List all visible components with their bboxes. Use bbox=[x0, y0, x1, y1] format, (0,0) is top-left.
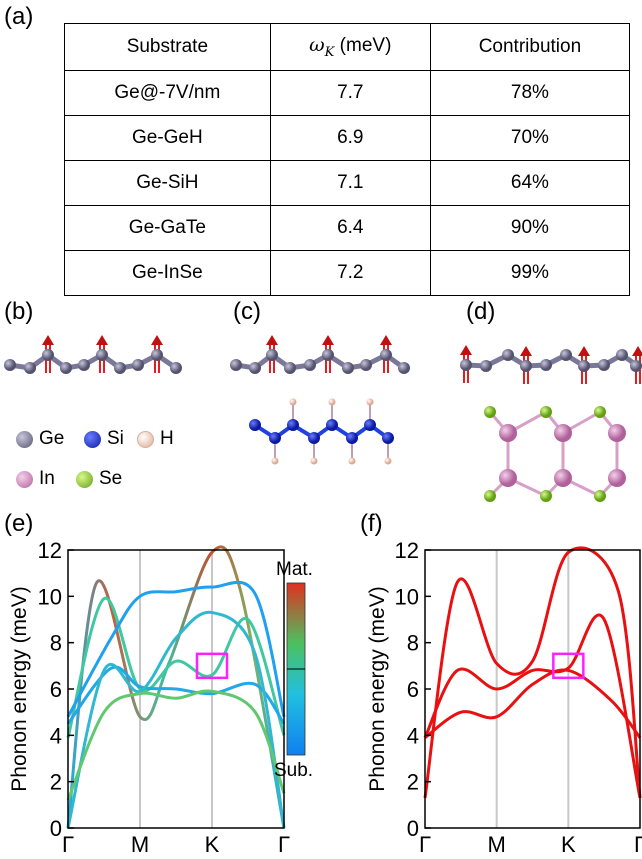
substrate-table: Substrate ωK (meV) Contribution Ge@-7V/n… bbox=[64, 23, 631, 296]
cell-substrate: Ge-GeH bbox=[64, 115, 271, 161]
cell-substrate: Ge-InSe bbox=[64, 250, 271, 296]
legend-se-label: Se bbox=[99, 468, 123, 489]
plot-e-highlight-box bbox=[195, 652, 229, 680]
h-dot-icon bbox=[137, 430, 154, 448]
ge-dot-icon bbox=[16, 430, 33, 448]
panel-label-a: (a) bbox=[4, 3, 34, 30]
plot-f-ytick-label: 8 bbox=[407, 631, 419, 656]
plot-e-band-line bbox=[66, 689, 286, 801]
legend-si-label: Si bbox=[107, 428, 124, 449]
legend-h: H bbox=[137, 428, 174, 450]
plot-f-ytick-label: 0 bbox=[407, 816, 419, 841]
plot-f-axes-frame bbox=[424, 549, 641, 829]
plot-e-band-line bbox=[66, 610, 286, 829]
plot-e-ytick-label: 2 bbox=[50, 770, 62, 795]
cell-omega: 7.2 bbox=[269, 250, 431, 296]
cell-substrate: Ge@-7V/nm bbox=[64, 70, 271, 116]
table-row: Ge-SiH 7.1 64% bbox=[64, 160, 631, 206]
plot-e-band-line bbox=[66, 665, 286, 725]
legend-se: Se bbox=[76, 468, 122, 490]
plot-e-ytick-label: 8 bbox=[50, 631, 62, 656]
plot-e-band-line bbox=[66, 597, 286, 739]
si-dot-icon bbox=[84, 430, 101, 448]
plot-f-xtick-label: K bbox=[561, 832, 576, 857]
cell-omega: 7.1 bbox=[269, 160, 431, 206]
band-plot-f: 0 2 4 6 8 10 12 Γ M K Γ Phonon energy (meV) bbox=[366, 538, 642, 857]
panel-label-f: (f) bbox=[360, 510, 383, 537]
cell-omega: 6.9 bbox=[269, 115, 431, 161]
header-contribution: Contribution bbox=[429, 23, 631, 71]
cell-contribution: 70% bbox=[429, 115, 631, 161]
plot-e-ytick-label: 10 bbox=[38, 584, 62, 609]
legend-in-label: In bbox=[39, 468, 55, 489]
plot-f-ylabel: Phonon energy (meV) bbox=[366, 586, 389, 791]
colorbar-label-bottom: Sub. bbox=[274, 760, 314, 781]
legend-ge-label: Ge bbox=[39, 428, 65, 449]
panel-label-d: (d) bbox=[466, 298, 496, 325]
cell-contribution: 64% bbox=[429, 160, 631, 206]
plot-f-xtick-label: Γ bbox=[634, 832, 642, 857]
plot-f-xtick-label: M bbox=[488, 832, 506, 857]
plot-f-ytick-label: 4 bbox=[407, 723, 419, 748]
plot-e-xtick-label: Γ bbox=[62, 832, 74, 857]
band-plot-e: 0 2 4 6 8 10 12 Γ M K Γ Phonon energy (meV) bbox=[8, 538, 290, 857]
plot-e-ylabel: Phonon energy (meV) bbox=[8, 586, 31, 791]
panel-label-b: (b) bbox=[4, 298, 34, 325]
plot-e-xtick-label: Γ bbox=[278, 832, 290, 857]
colorbar-label-top: Mat. bbox=[276, 559, 313, 580]
table-row: Ge-GaTe 6.4 90% bbox=[64, 205, 631, 251]
plot-e-ytick-label: 4 bbox=[50, 723, 62, 748]
plot-e-ytick-label: 0 bbox=[50, 816, 62, 841]
legend-h-label: H bbox=[160, 428, 174, 449]
panel-label-e: (e) bbox=[4, 510, 34, 537]
cell-contribution: 99% bbox=[429, 250, 631, 296]
se-dot-icon bbox=[76, 470, 93, 488]
plot-e-xtick-label: M bbox=[131, 832, 149, 857]
table-row: Ge-InSe 7.2 99% bbox=[64, 250, 631, 296]
plot-f-band-line bbox=[423, 546, 642, 799]
table-row: Ge@-7V/nm 7.7 78% bbox=[64, 70, 631, 116]
plot-e-ytick-label: 6 bbox=[50, 677, 62, 702]
cell-contribution: 90% bbox=[429, 205, 631, 251]
plot-f-xtick-label: Γ bbox=[419, 832, 431, 857]
plot-f-ytick-label: 2 bbox=[407, 770, 419, 795]
plot-f-ytick-label: 10 bbox=[395, 584, 419, 609]
plot-e-band-line bbox=[66, 580, 286, 718]
legend-si: Si bbox=[84, 428, 124, 450]
cell-substrate: Ge-GaTe bbox=[64, 205, 271, 251]
cell-substrate: Ge-SiH bbox=[64, 160, 271, 206]
legend-in: In bbox=[16, 468, 55, 490]
panel-label-c: (c) bbox=[233, 298, 261, 325]
legend-ge: Ge bbox=[16, 428, 64, 450]
plot-f-band-line bbox=[424, 668, 642, 739]
plot-f-highlight-box bbox=[552, 652, 585, 680]
plot-f-ytick-label: 12 bbox=[395, 538, 419, 563]
plot-e-xtick-label: K bbox=[205, 832, 220, 857]
in-dot-icon bbox=[16, 470, 33, 488]
plot-f-band-line bbox=[423, 613, 642, 799]
header-omega: ωK (meV) bbox=[269, 23, 431, 71]
cell-omega: 7.7 bbox=[269, 70, 431, 116]
plot-f-ytick-label: 6 bbox=[407, 677, 419, 702]
table-row: Ge-GeH 6.9 70% bbox=[64, 115, 631, 161]
plot-e-ytick-label: 12 bbox=[38, 538, 62, 563]
